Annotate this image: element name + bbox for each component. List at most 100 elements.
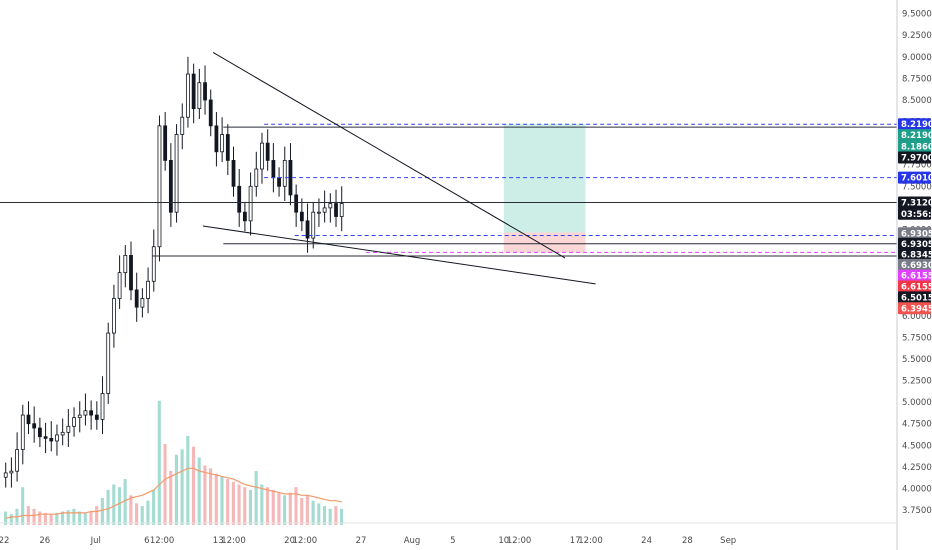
volume-bar xyxy=(169,471,173,525)
x-tick-label: 28 xyxy=(682,536,693,546)
candle-body xyxy=(66,425,71,433)
long-position-tool[interactable] xyxy=(503,124,586,253)
volume-bar xyxy=(157,400,161,525)
volume-bar xyxy=(226,479,230,525)
candle-body xyxy=(294,194,299,213)
volume-bar xyxy=(89,511,93,525)
volume-bar xyxy=(300,498,304,525)
price-badges: 8.21908.21908.18607.97007.60107.312003:5… xyxy=(898,118,932,315)
y-tick-label: 5.2500 xyxy=(902,377,932,387)
volume-bar xyxy=(311,500,315,525)
candle-body xyxy=(174,134,179,213)
candle-body xyxy=(37,427,42,438)
candle-body xyxy=(237,185,242,213)
volume-bar xyxy=(43,512,47,525)
drawing-lines xyxy=(0,52,897,285)
candle-body xyxy=(311,211,316,239)
candle-body xyxy=(94,414,99,420)
price-badge xyxy=(898,140,931,153)
x-tick-label: 12:00 xyxy=(507,536,532,546)
price-badge-label: 8.2190 xyxy=(901,131,932,141)
volume-bar xyxy=(334,506,338,525)
x-tick-label: 17 xyxy=(570,536,581,546)
price-badge xyxy=(898,302,931,315)
volume-bar xyxy=(60,511,65,525)
candle-body xyxy=(26,414,31,425)
y-tick-label: 4.0000 xyxy=(902,484,932,494)
candle-body xyxy=(322,207,327,213)
volume-bar xyxy=(191,446,196,525)
candle-body xyxy=(277,177,281,187)
price-badge xyxy=(898,171,931,184)
x-tick-label: 24 xyxy=(641,536,652,546)
y-tick-label: 6.0000 xyxy=(902,312,932,322)
candle-body xyxy=(208,99,213,127)
volume-bar xyxy=(317,503,321,525)
volume-bar xyxy=(134,503,139,525)
candle-body xyxy=(231,159,236,187)
candle-body xyxy=(134,289,139,308)
candle-body xyxy=(100,393,105,420)
candle-body xyxy=(43,436,48,439)
volume-bar xyxy=(248,489,253,525)
price-badge-label: 6.3945 xyxy=(901,304,932,314)
y-tick-label: 8.7500 xyxy=(902,74,932,84)
volume-bar xyxy=(186,435,190,525)
candle-body xyxy=(163,125,168,161)
candle-body xyxy=(83,410,88,416)
candle-body xyxy=(146,280,150,299)
y-tick-label: 5.0000 xyxy=(902,398,932,408)
volume-bar xyxy=(294,487,298,525)
volume-bar xyxy=(106,489,110,525)
volume-bar xyxy=(288,492,292,525)
candle-body xyxy=(242,211,247,222)
volume-moving-average xyxy=(5,467,342,519)
candle-body xyxy=(317,211,321,214)
volume-bar xyxy=(305,495,309,525)
candle-body xyxy=(220,134,225,153)
volume-bar xyxy=(123,479,127,525)
candle-body xyxy=(129,254,133,291)
volume-bar xyxy=(55,512,59,525)
lower-trendline xyxy=(202,225,596,285)
volume-bar xyxy=(243,487,247,525)
x-tick-label: 12:00 xyxy=(293,536,318,546)
x-tick-label: 22 xyxy=(0,536,9,546)
candle-body xyxy=(339,203,344,217)
volume-bar xyxy=(283,495,287,525)
candle-body xyxy=(282,159,287,187)
candle-body xyxy=(168,159,173,213)
volume-bar xyxy=(129,495,133,525)
x-tick-label: 6 xyxy=(144,536,149,546)
volume-bar xyxy=(265,487,270,525)
volume-bar xyxy=(220,476,224,525)
x-tick-label: 12:00 xyxy=(150,536,175,546)
volume-bar xyxy=(38,511,42,525)
volume-bar xyxy=(214,473,218,525)
candle-body xyxy=(112,298,116,334)
y-tick-label: 7.7500 xyxy=(902,161,932,171)
price-badge xyxy=(898,258,931,271)
x-tick-label: 13 xyxy=(213,536,224,546)
volume-bar xyxy=(4,511,8,525)
x-tick-label: 5 xyxy=(450,536,455,546)
volume-bar xyxy=(72,508,76,525)
y-tick-label: 5.5000 xyxy=(902,355,932,365)
price-badge xyxy=(898,248,931,261)
volume-bar xyxy=(237,484,241,525)
candle-body xyxy=(55,434,59,442)
volume-bar xyxy=(197,457,201,525)
y-tick-label: 8.5000 xyxy=(902,96,932,106)
x-tick-label: 12:00 xyxy=(221,536,246,546)
y-tick-label: 4.2500 xyxy=(902,463,932,473)
candle-body xyxy=(254,168,259,187)
price-badge xyxy=(898,280,931,293)
volume-bar xyxy=(78,511,82,525)
y-tick-label: 4.7500 xyxy=(902,420,932,430)
volume-bar xyxy=(83,512,87,525)
x-tick-label: Aug xyxy=(404,536,421,546)
candle-body xyxy=(288,159,293,196)
volume-bar xyxy=(117,487,122,525)
